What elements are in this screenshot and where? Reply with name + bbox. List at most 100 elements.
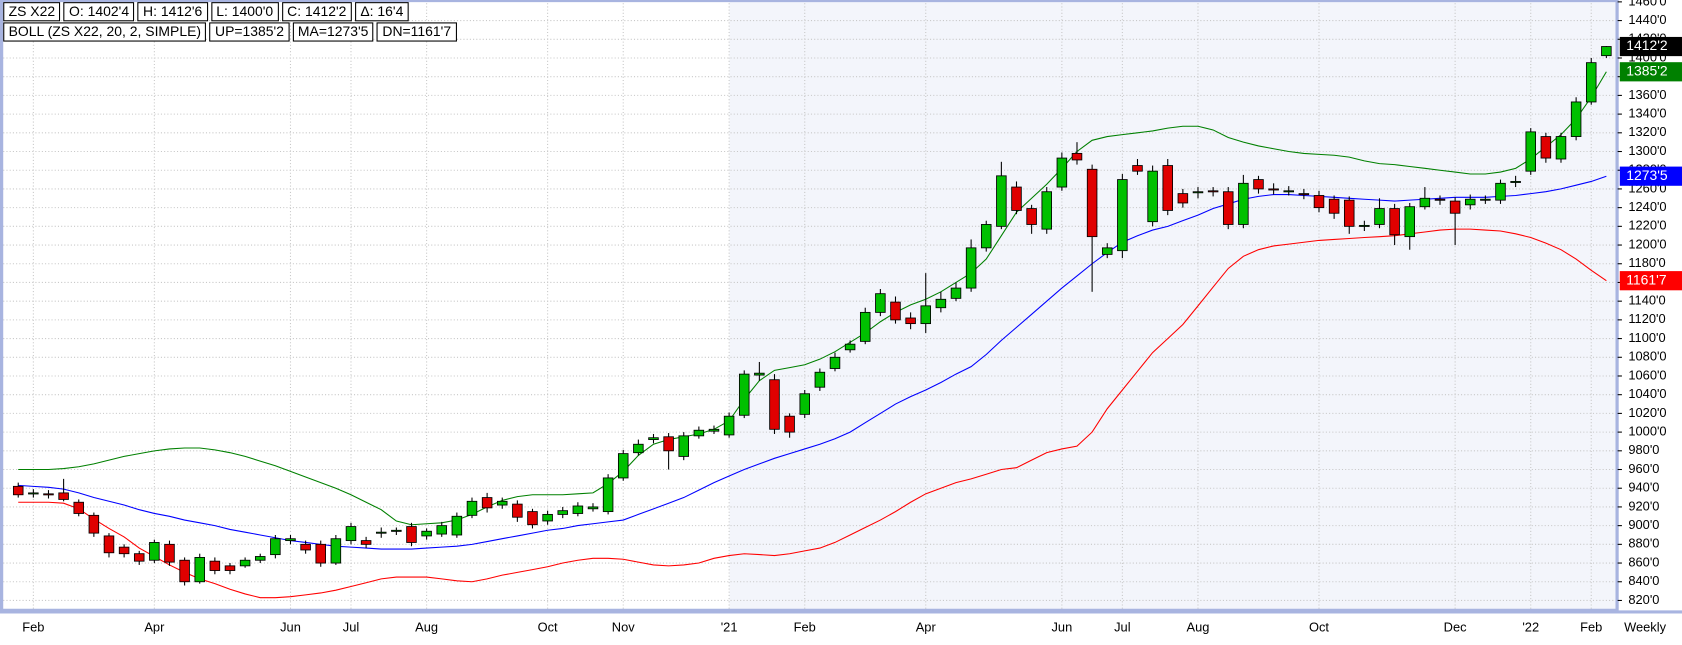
x-tick-label: Jun (280, 619, 301, 634)
y-tick-label: 1000'0 (1628, 424, 1666, 439)
candle-body (754, 372, 765, 376)
bollinger-line (18, 71, 1607, 526)
bollinger-line (18, 228, 1607, 599)
candle-body (43, 493, 54, 496)
candle-body (1117, 179, 1128, 252)
candle-body (209, 560, 221, 571)
candle-body (224, 565, 236, 571)
y-tick-label: 920'0 (1628, 498, 1659, 513)
candle-body (1192, 191, 1204, 194)
candle-body (572, 505, 584, 514)
candle-body (179, 559, 190, 583)
x-tick-label: Jul (343, 619, 359, 634)
bollinger-line (18, 175, 1607, 550)
candle-body (1222, 191, 1234, 225)
candle-body (1011, 186, 1022, 211)
candle-body (133, 553, 145, 562)
y-tick-label: 1340'0 (1628, 106, 1666, 121)
y-tick-label: 960'0 (1628, 461, 1659, 476)
candle-body (1555, 136, 1567, 160)
y-tick-label: 860'0 (1628, 554, 1659, 569)
y-tick-label: 880'0 (1628, 536, 1659, 551)
candle-body (859, 311, 871, 342)
candle-body (1298, 193, 1310, 196)
candle-body (738, 373, 750, 416)
candle-body (1570, 101, 1582, 137)
y-tick-label: 1440'0 (1628, 12, 1666, 27)
candle-body (1359, 224, 1370, 227)
x-tick-label: Apr (916, 619, 937, 634)
price-tag-label: 1161'7 (1626, 271, 1667, 287)
x-tick-label: Jul (1114, 619, 1130, 634)
candle-body (663, 436, 674, 452)
y-tick-label: 1240'0 (1628, 199, 1666, 214)
candle-body (496, 500, 508, 506)
y-tick-label: 840'0 (1628, 573, 1659, 588)
candle-body (436, 525, 447, 535)
grid (3, 0, 1618, 610)
candle-body (980, 224, 992, 249)
candle-body (254, 556, 266, 561)
candle-body (996, 175, 1007, 227)
y-tick-label: 1180'0 (1628, 255, 1665, 270)
candle-body (421, 530, 432, 537)
candle-body (1132, 165, 1143, 172)
candle-body (723, 415, 735, 436)
candle-body (1510, 181, 1521, 183)
candle-body (88, 514, 100, 534)
candle-body (73, 501, 84, 514)
candle-body (451, 515, 463, 536)
candle-body (300, 543, 311, 551)
candle-body (1147, 170, 1158, 223)
y-tick-label: 980'0 (1628, 442, 1659, 457)
plot (12, 46, 1612, 599)
candle-body (1495, 182, 1506, 201)
candle-body (1419, 197, 1431, 208)
candle-body (28, 492, 39, 495)
y-tick-label: 820'0 (1628, 592, 1659, 607)
quote-field: L: 1400'0 (210, 2, 279, 22)
quote-field: O: 1402'4 (63, 2, 135, 22)
candle-body (1404, 206, 1415, 238)
candle-body (814, 371, 826, 388)
candle-body (617, 453, 629, 479)
candle-body (693, 429, 705, 437)
period-label: Weekly (1624, 619, 1667, 634)
y-tick-label: 1020'0 (1628, 405, 1666, 420)
y-tick-label: 1460'0 (1628, 0, 1666, 8)
candle-body (920, 305, 931, 325)
candle-body (1389, 208, 1400, 236)
x-tick-label: Aug (1187, 619, 1210, 634)
candle-body (1601, 46, 1612, 57)
candle-body (1253, 179, 1264, 190)
candle-body (1313, 195, 1325, 209)
quote-field: C: 1412'2 (281, 2, 352, 22)
candle-body (784, 415, 795, 433)
candle-body (769, 379, 780, 430)
candle-body (633, 443, 644, 454)
indicator-field: UP=1385'2 (209, 22, 290, 42)
candle-body (1585, 62, 1597, 103)
candle-body (149, 542, 160, 561)
candle-body (678, 435, 689, 457)
price-tag-label: 1412'2 (1626, 37, 1668, 53)
candle-body (1480, 198, 1491, 201)
candle-body (1540, 136, 1552, 159)
candle-body (330, 538, 342, 564)
candle-body (12, 485, 24, 496)
candle-body (194, 557, 205, 583)
indicator-header: BOLL (ZS X22, 20, 2, SIMPLE) UP=1385'2 MA=… (3, 22, 457, 42)
candle-body (542, 513, 553, 522)
candle-body (406, 526, 417, 543)
candle-body (391, 529, 402, 532)
price-tag-label: 1273'5 (1626, 167, 1668, 183)
candle-body (965, 247, 977, 289)
candle-body (1056, 157, 1068, 188)
candle-body (1162, 165, 1173, 211)
candle-body (118, 546, 130, 555)
candle-body (345, 526, 357, 542)
indicator-field: MA=1273'5 (292, 22, 374, 42)
price-tag (1619, 62, 1682, 82)
